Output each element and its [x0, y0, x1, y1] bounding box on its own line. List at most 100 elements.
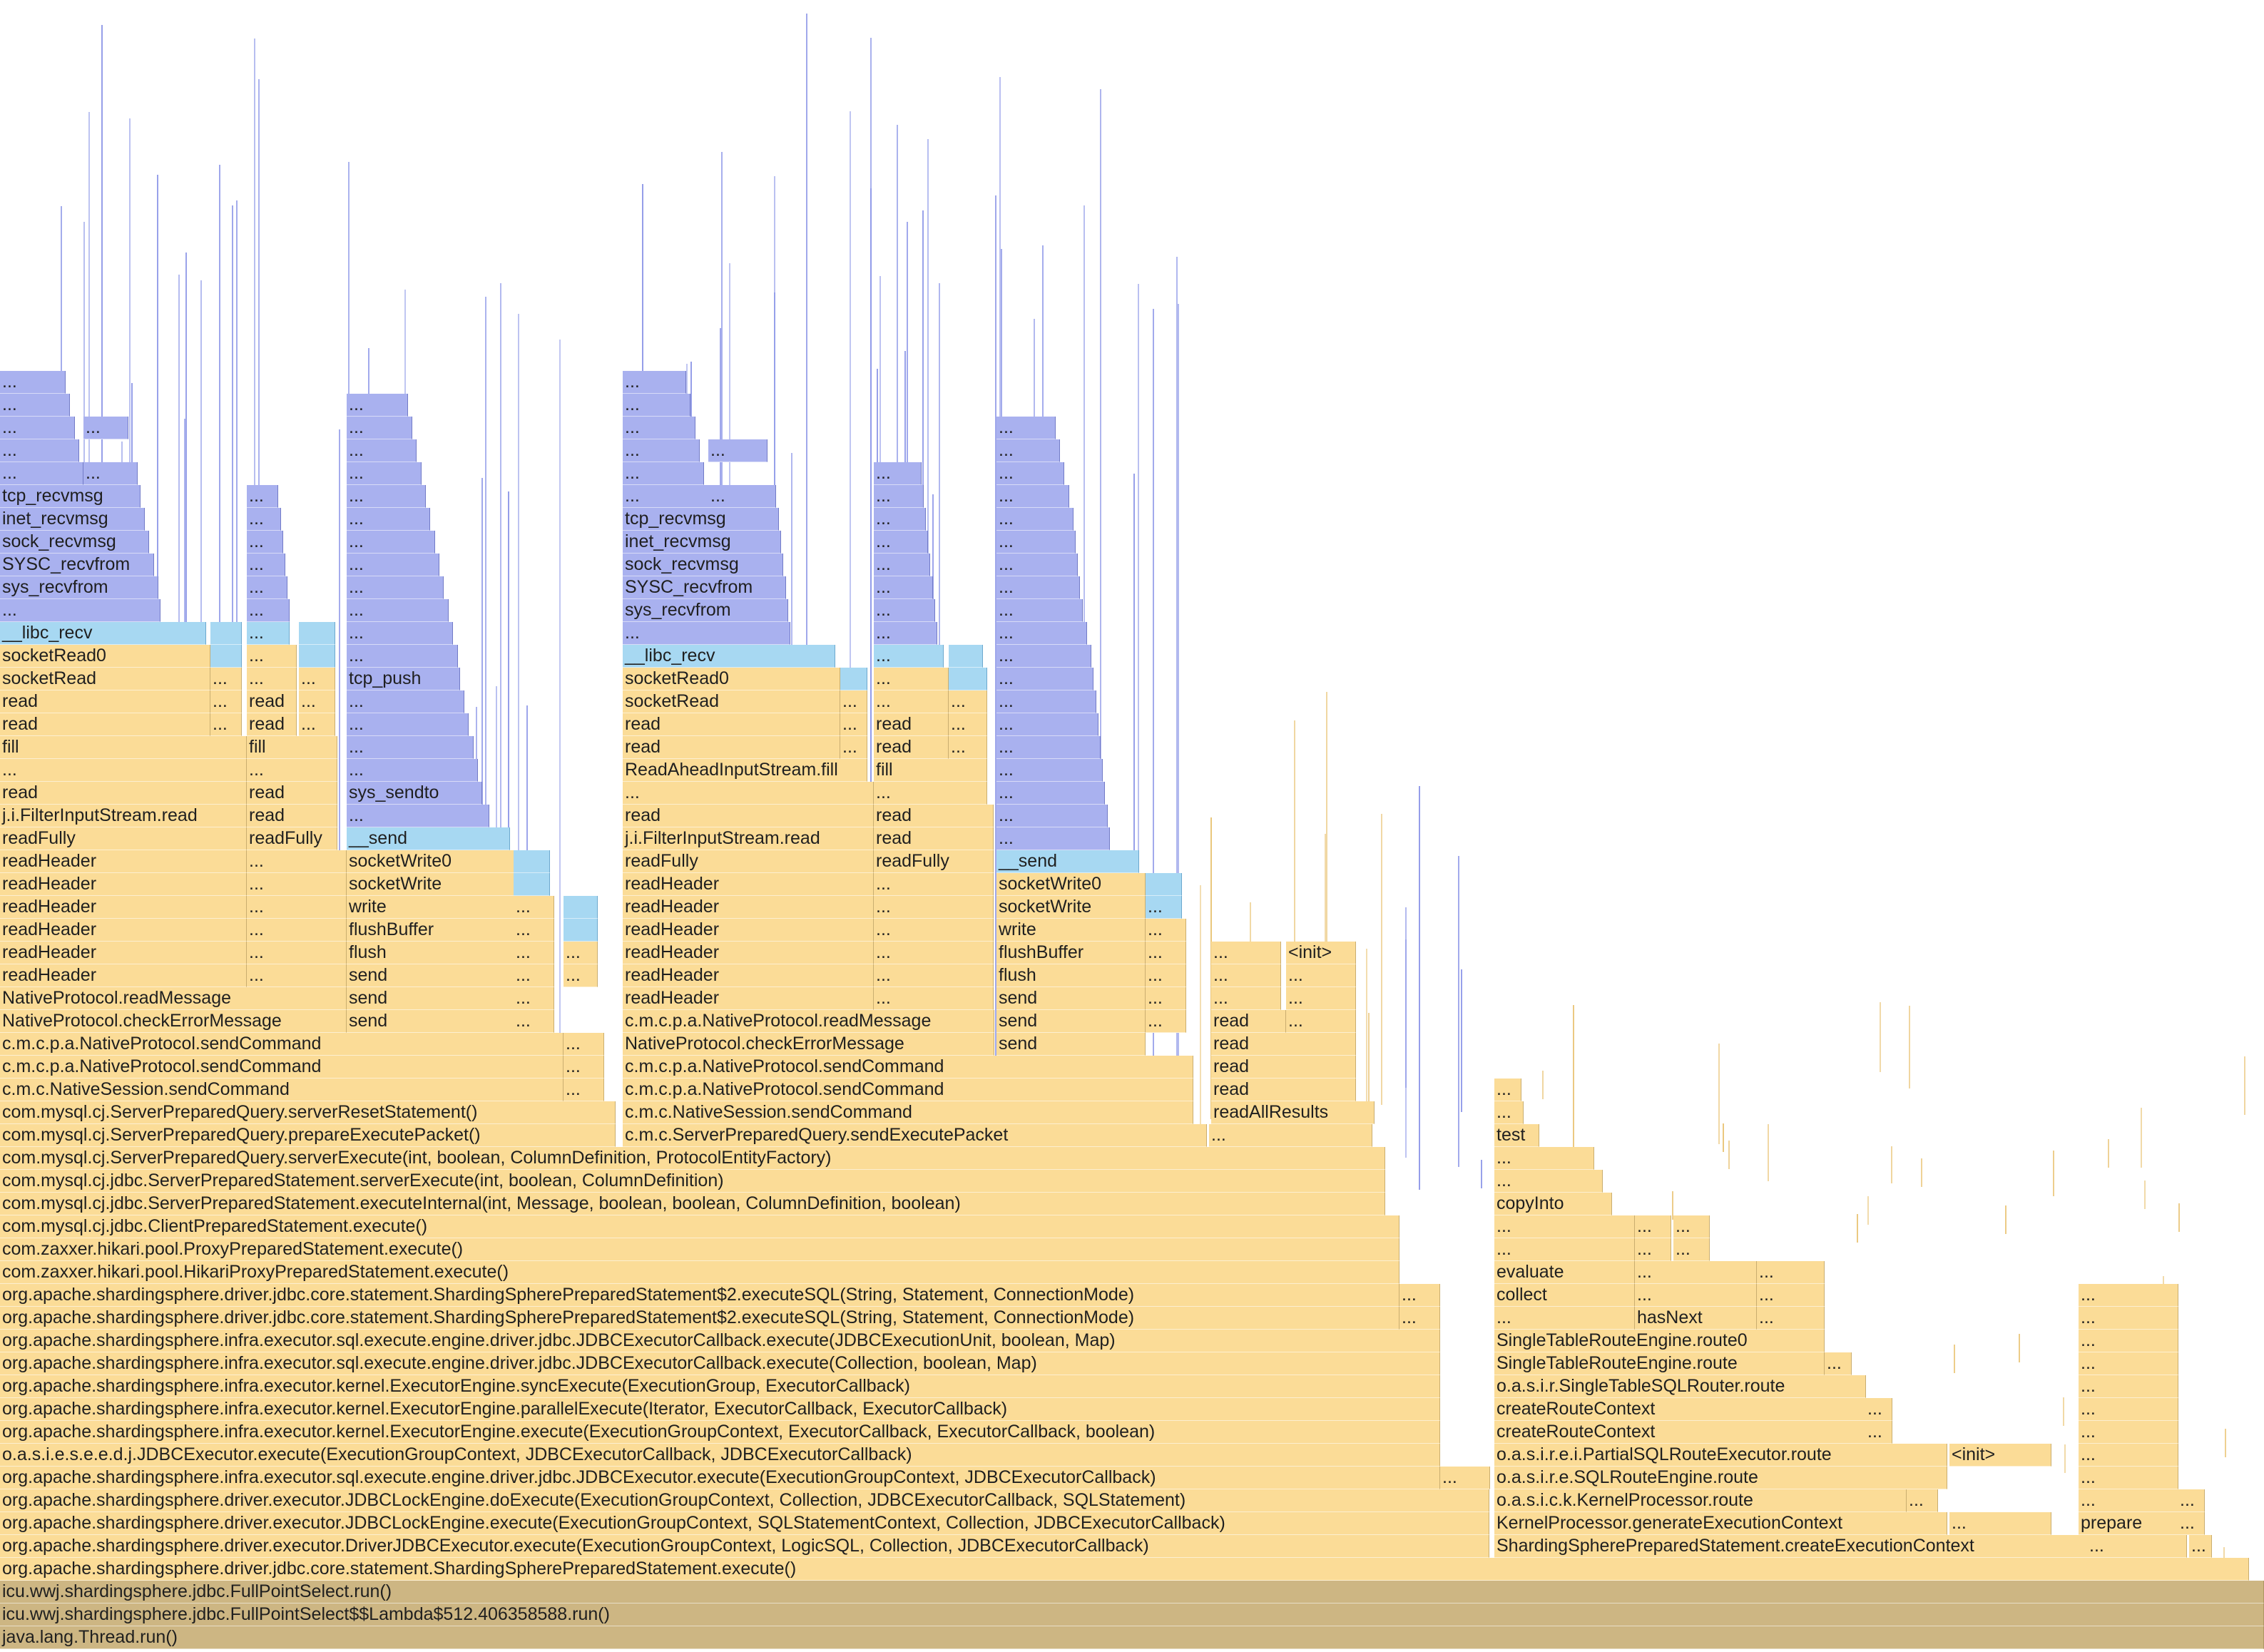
flame-frame[interactable]: com.mysql.cj.ServerPreparedQuery.serverR… [0, 1101, 616, 1124]
flame-frame[interactable]: readHeader [623, 919, 874, 942]
flame-frame[interactable]: org.apache.shardingsphere.infra.executor… [0, 1352, 1440, 1375]
flame-frame[interactable]: collect [1494, 1284, 1635, 1307]
flame-frame[interactable]: socketWrite [347, 873, 514, 896]
flame-frame[interactable]: ... [347, 485, 426, 508]
flame-frame[interactable]: ... [1494, 1101, 1524, 1124]
flame-frame[interactable]: ... [247, 759, 337, 782]
flame-frame[interactable]: c.m.c.p.a.NativeProtocol.sendCommand [0, 1033, 564, 1056]
flame-frame[interactable]: ... [874, 964, 994, 987]
flame-frame[interactable]: readHeader [0, 964, 247, 987]
flame-frame[interactable]: ... [1286, 1010, 1356, 1033]
flame-frame[interactable]: readHeader [623, 942, 874, 964]
flame-frame[interactable]: ... [0, 417, 75, 439]
flame-frame[interactable] [1146, 873, 1182, 896]
flame-frame[interactable]: ... [347, 554, 439, 576]
flame-frame[interactable]: ... [247, 599, 290, 622]
flame-frame[interactable]: ... [1757, 1284, 1825, 1307]
flame-frame[interactable]: ... [623, 439, 700, 462]
flame-frame[interactable]: read [247, 782, 337, 805]
flame-frame[interactable]: ... [2178, 1489, 2205, 1512]
flame-frame[interactable]: ... [514, 1010, 554, 1033]
flame-frame[interactable]: write [347, 896, 514, 919]
flame-frame[interactable] [514, 850, 550, 873]
flame-frame[interactable]: o.a.s.i.e.s.e.e.d.j.JDBCExecutor.execute… [0, 1444, 1440, 1467]
flame-frame[interactable]: ... [874, 668, 949, 690]
flame-frame[interactable]: fill [0, 736, 247, 759]
flame-frame[interactable]: createRouteContext [1494, 1421, 1866, 1444]
flame-frame[interactable]: ... [1757, 1261, 1825, 1284]
flame-frame[interactable]: read [0, 690, 210, 713]
flame-frame[interactable]: ... [1146, 1010, 1186, 1033]
flame-frame[interactable]: read [1211, 1010, 1286, 1033]
flame-frame[interactable]: ... [1399, 1307, 1440, 1330]
flame-frame[interactable]: ... [1673, 1215, 1710, 1238]
flame-frame[interactable]: ... [840, 736, 867, 759]
flame-frame[interactable]: ... [1494, 1215, 1635, 1238]
flame-frame[interactable]: SYSC_recvfrom [623, 576, 786, 599]
flame-frame[interactable]: ... [2079, 1398, 2178, 1421]
flame-frame[interactable]: ... [2178, 1512, 2205, 1535]
flame-frame[interactable]: NativeProtocol.checkErrorMessage [623, 1033, 994, 1056]
flame-frame[interactable]: readFully [623, 850, 874, 873]
flame-frame[interactable]: __libc_recv [623, 645, 835, 668]
flame-frame[interactable]: read [247, 690, 297, 713]
flame-frame[interactable]: j.i.FilterInputStream.read [623, 827, 874, 850]
flame-frame[interactable]: c.m.c.ServerPreparedQuery.sendExecutePac… [623, 1124, 1207, 1147]
flame-frame[interactable]: read [874, 736, 949, 759]
flame-frame[interactable]: SingleTableRouteEngine.route [1494, 1352, 1825, 1375]
flame-frame[interactable]: send [996, 1033, 1146, 1056]
flame-frame[interactable]: icu.wwj.shardingsphere.jdbc.FullPointSel… [0, 1581, 2264, 1603]
flame-frame[interactable]: flushBuffer [347, 919, 514, 942]
flame-frame[interactable]: fill [874, 759, 987, 782]
flame-frame[interactable]: ... [623, 394, 690, 417]
flame-frame[interactable]: socketRead0 [623, 668, 840, 690]
flame-frame[interactable]: ... [347, 622, 453, 645]
flame-frame[interactable]: ... [1146, 896, 1182, 919]
flame-frame[interactable]: copyInto [1494, 1193, 1612, 1215]
flame-frame[interactable]: ... [0, 371, 66, 394]
flame-frame[interactable]: send [347, 1010, 514, 1033]
flame-frame[interactable]: com.mysql.cj.ServerPreparedQuery.prepare… [0, 1124, 616, 1147]
flame-frame[interactable]: ... [949, 690, 987, 713]
flame-frame[interactable]: o.a.s.i.r.e.SQLRouteEngine.route [1494, 1467, 1947, 1489]
flame-frame[interactable]: ... [996, 576, 1080, 599]
flame-frame[interactable]: j.i.FilterInputStream.read [0, 805, 247, 827]
flame-frame[interactable]: read [0, 713, 210, 736]
flame-frame[interactable]: ... [840, 713, 867, 736]
flame-frame[interactable]: com.zaxxer.hikari.pool.HikariProxyPrepar… [0, 1261, 1399, 1284]
flame-frame[interactable]: __send [996, 850, 1139, 873]
flame-frame[interactable]: org.apache.shardingsphere.driver.executo… [0, 1489, 1489, 1512]
flame-frame[interactable]: ... [2079, 1352, 2178, 1375]
flame-frame[interactable]: ... [247, 485, 278, 508]
flame-frame[interactable]: flushBuffer [996, 942, 1146, 964]
flame-frame[interactable]: ... [623, 485, 709, 508]
flame-frame[interactable]: KernelProcessor.generateExecutionContext [1494, 1512, 1947, 1535]
flame-frame[interactable]: ... [996, 713, 1098, 736]
flame-frame[interactable]: ... [996, 827, 1110, 850]
flame-frame[interactable]: ... [0, 759, 247, 782]
flame-frame[interactable]: c.m.c.p.a.NativeProtocol.readMessage [623, 1010, 994, 1033]
flame-frame[interactable]: sock_recvmsg [0, 531, 149, 554]
flame-frame[interactable]: ... [2079, 1330, 2178, 1352]
flame-frame[interactable]: o.a.s.i.r.SingleTableSQLRouter.route [1494, 1375, 1866, 1398]
flame-frame[interactable]: ... [1949, 1512, 2051, 1535]
flame-frame[interactable]: readHeader [0, 850, 247, 873]
flame-frame[interactable]: ... [1757, 1307, 1825, 1330]
flame-frame[interactable]: ... [874, 987, 994, 1010]
flame-frame[interactable]: ... [347, 576, 444, 599]
flame-frame[interactable]: ... [1146, 987, 1186, 1010]
flame-frame[interactable]: com.mysql.cj.ServerPreparedQuery.serverE… [0, 1147, 1385, 1170]
flame-frame[interactable]: ... [2079, 1444, 2178, 1467]
flame-frame[interactable]: prepare [2079, 1512, 2178, 1535]
flame-frame[interactable]: sys_recvfrom [623, 599, 788, 622]
flame-frame[interactable]: read [874, 713, 949, 736]
flame-frame[interactable]: tcp_push [347, 668, 460, 690]
flame-frame[interactable]: ... [0, 439, 79, 462]
flame-frame[interactable]: ... [247, 622, 290, 645]
flame-frame[interactable]: ... [514, 919, 554, 942]
flame-frame[interactable]: ... [623, 371, 686, 394]
flame-frame[interactable]: readFully [874, 850, 994, 873]
flame-frame[interactable]: ... [1494, 1147, 1594, 1170]
flame-frame[interactable]: sys_sendto [347, 782, 482, 805]
flame-frame[interactable]: ... [874, 485, 924, 508]
